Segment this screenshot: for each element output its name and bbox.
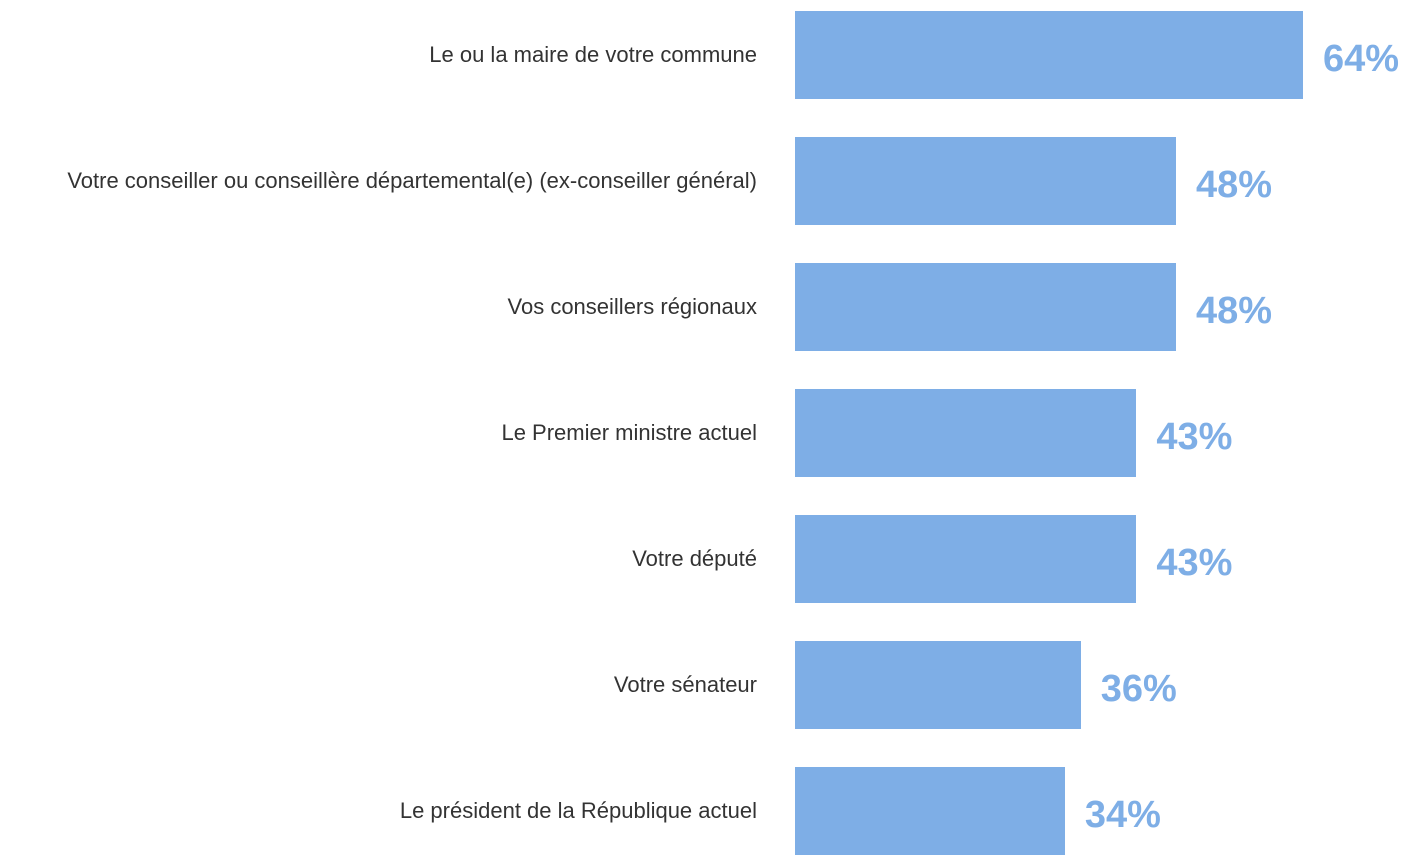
category-label: Le président de la République actuel [399,798,757,823]
value-label: 36% [1100,668,1177,710]
bar [795,389,1137,477]
value-label: 34% [1084,794,1161,836]
value-label: 43% [1156,542,1233,584]
category-label: Votre député [632,546,757,571]
bar [795,515,1137,603]
category-label: Vos conseillers régionaux [507,294,757,319]
bar [795,263,1176,351]
bar [795,137,1176,225]
bar [795,11,1303,99]
category-label: Votre conseiller ou conseillère départem… [67,168,757,193]
value-label: 48% [1196,164,1273,206]
value-label: 48% [1196,290,1273,332]
category-label: Le Premier ministre actuel [501,420,757,445]
bar [795,641,1081,729]
category-label: Votre sénateur [613,672,757,697]
category-label: Le ou la maire de votre commune [429,42,757,67]
bar [795,767,1065,855]
value-label: 43% [1156,416,1233,458]
value-label: 64% [1323,38,1400,80]
